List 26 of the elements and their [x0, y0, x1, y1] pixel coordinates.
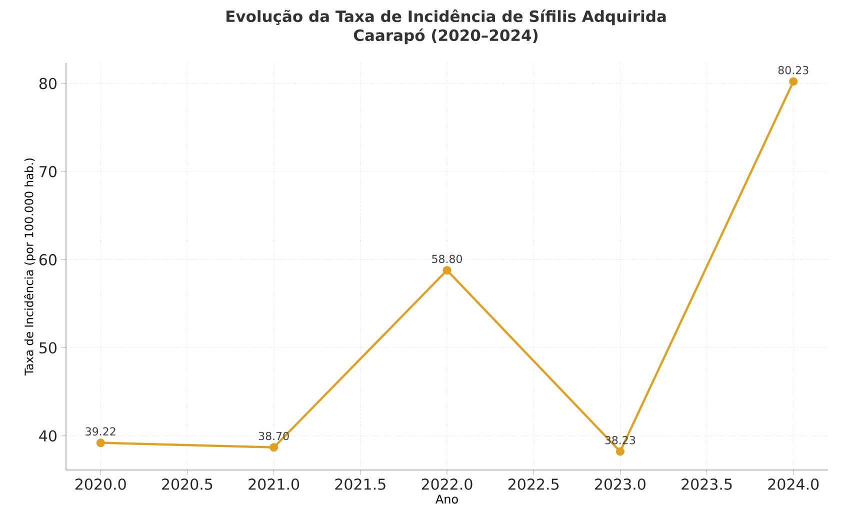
- data-label: 58.80: [432, 254, 462, 264]
- x-tick-label: 2020.5: [162, 478, 212, 490]
- y-axis-title: Taxa de Incidência (por 100.000 hab.): [24, 158, 36, 376]
- point: [270, 443, 278, 452]
- point: [96, 438, 105, 448]
- point: [616, 447, 624, 456]
- chart-title: Evolução da Taxa de Incidência de Sífilis Adquirida: [226, 10, 666, 26]
- x-tick-label: 2022.5: [508, 478, 559, 490]
- chart-subtitle: Caarapó (2020–2024): [354, 28, 538, 44]
- x-tick-label: 2024.0: [768, 478, 819, 490]
- data-label: 80.23: [778, 66, 808, 74]
- x-axis-title: Ano: [436, 494, 458, 504]
- point: [789, 77, 798, 86]
- y-tick-label: 70: [40, 166, 56, 178]
- y-tick-label: 80: [39, 78, 56, 90]
- y-tick-label: 50: [40, 342, 56, 354]
- x-tick-label: 2023.0: [595, 478, 646, 490]
- point: [442, 266, 452, 275]
- x-tick-label: 2022.0: [422, 478, 472, 490]
- x-tick-label: 2021.5: [335, 478, 386, 490]
- x-tick-label: 2020.0: [75, 478, 126, 490]
- y-tick-label: 60: [39, 254, 56, 266]
- x-tick-label: 2021.0: [248, 478, 300, 490]
- y-tick-label: 40: [39, 430, 56, 442]
- data-label: 39.22: [86, 427, 116, 436]
- x-tick-label: 2023.5: [682, 478, 732, 490]
